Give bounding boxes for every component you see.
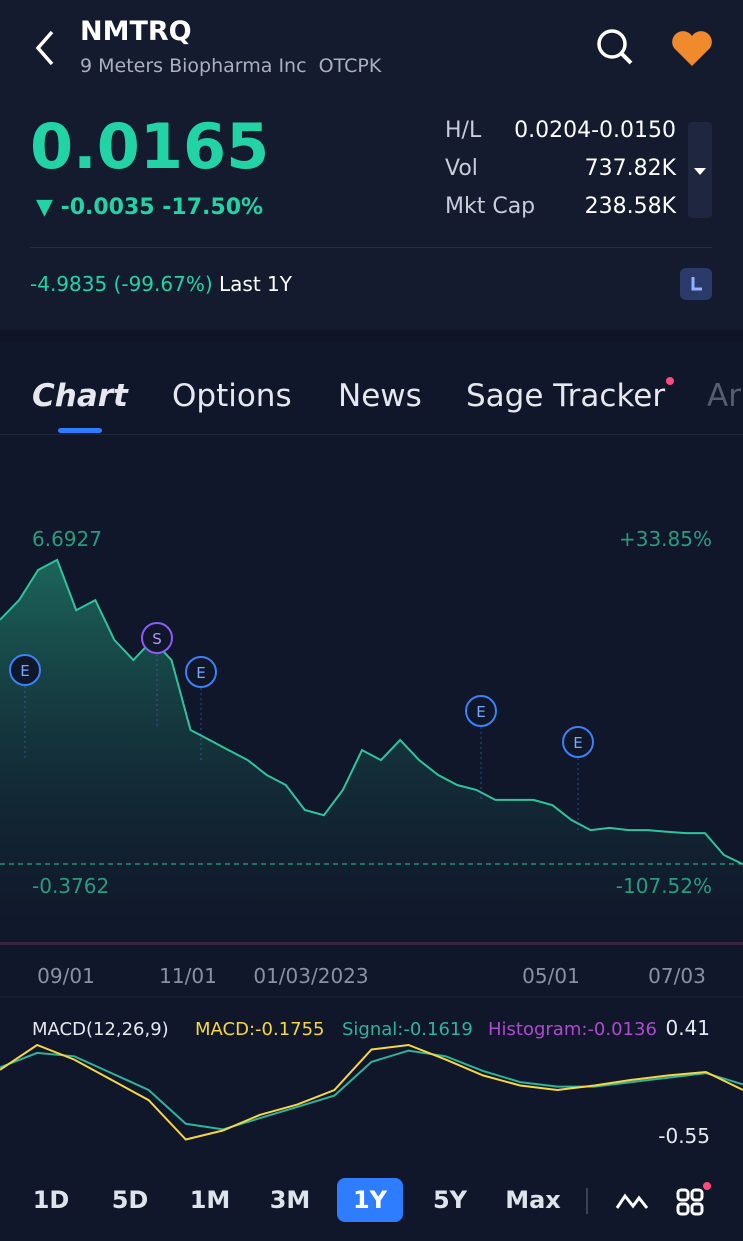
event-marker [185, 656, 217, 688]
y-max-label: 0.41 [665, 1016, 710, 1040]
period-row: -4.9835 (-99.67%) Last 1Y [30, 272, 292, 296]
stats-expand[interactable] [688, 122, 712, 218]
symbol: NMTRQ [80, 16, 192, 47]
stat-value: 238.58K [584, 194, 676, 219]
tab-indicator [58, 428, 102, 433]
stat-label: H/L [445, 118, 482, 143]
quote-header: NMTRQ 9 Meters Biopharma Inc OTCPK 0.016… [0, 0, 743, 330]
event-label: S [152, 630, 162, 648]
y-max-label: 6.6927 [32, 527, 102, 551]
exchange: OTCPK [318, 55, 382, 77]
divider [0, 434, 743, 435]
range-button[interactable]: 5Y [432, 1186, 468, 1214]
x-tick-label: 07/03 [648, 964, 706, 988]
period-change: -4.9835 (-99.67%) [30, 272, 213, 296]
price-area [0, 559, 743, 944]
company-name: 9 Meters Biopharma Inc [80, 55, 307, 77]
indicator-button[interactable] [614, 1186, 650, 1216]
pct-max-label: +33.85% [619, 527, 712, 551]
range-button[interactable]: Max [505, 1186, 561, 1214]
stat-value: 0.0204-0.0150 [514, 118, 676, 143]
x-tick-label: 11/01 [159, 964, 217, 988]
more-button[interactable] [674, 1182, 714, 1220]
stat-label: Vol [445, 156, 478, 181]
range-button[interactable]: 1D [32, 1186, 70, 1214]
event-marker [465, 695, 497, 727]
event-label: E [476, 703, 485, 721]
macd-label: MACD:-0.1755 [195, 1019, 325, 1040]
event-label: E [20, 662, 29, 680]
change: -0.0035 [60, 195, 155, 220]
tab[interactable]: Chart [32, 378, 128, 414]
stat-value: 737.82K [584, 156, 676, 181]
volume-strip [0, 942, 743, 945]
price-line [0, 558, 743, 866]
y-min-label: -0.55 [658, 1124, 710, 1148]
tab-badge [666, 377, 674, 385]
pct-min-label: -107.52% [616, 874, 712, 898]
histogram-label: Histogram:-0.0136 [488, 1019, 657, 1040]
stat-label: Mkt Cap [445, 194, 536, 219]
x-tick-label: 01/03/2023 [253, 964, 368, 988]
macd-title: MACD(12,26,9) [32, 1019, 169, 1040]
favorite-button[interactable] [670, 28, 714, 68]
last-price: 0.0165 [30, 110, 270, 183]
y-min-label: -0.3762 [32, 874, 109, 898]
tab[interactable]: Sage Tracker [466, 378, 666, 414]
signal-line [0, 1049, 743, 1131]
event-marker [562, 726, 594, 758]
period: Last 1Y [219, 272, 292, 296]
event-marker [141, 622, 173, 654]
change-pct: -17.50% [162, 195, 264, 220]
tab[interactable]: Options [172, 378, 292, 414]
tab[interactable]: News [338, 378, 422, 414]
range-button[interactable]: 1M [189, 1186, 231, 1214]
tab[interactable]: Ar [707, 378, 741, 414]
event-marker [9, 654, 41, 686]
price-change: ▼ -0.0035 -17.50% [36, 195, 264, 220]
search-button[interactable] [594, 26, 636, 68]
range-button[interactable]: 3M [269, 1186, 311, 1214]
divider [586, 1188, 588, 1214]
time-button[interactable] [680, 268, 712, 300]
x-tick-label: 05/01 [522, 964, 580, 988]
event-label: E [196, 664, 205, 682]
macd-line [0, 1043, 743, 1141]
x-tick-label: 09/01 [37, 964, 95, 988]
event-label: E [573, 734, 582, 752]
company: 9 Meters Biopharma Inc OTCPK [80, 55, 381, 77]
divider [30, 247, 712, 248]
range-button[interactable]: 1Y [337, 1178, 403, 1222]
back-button[interactable] [30, 28, 60, 68]
charts: 6.6927 -0.3762 +33.85% -107.52% E S E E E 09/01 11… [0, 527, 743, 1148]
signal-label: Signal:-0.1619 [342, 1019, 473, 1040]
range-button[interactable]: 5D [111, 1186, 149, 1214]
